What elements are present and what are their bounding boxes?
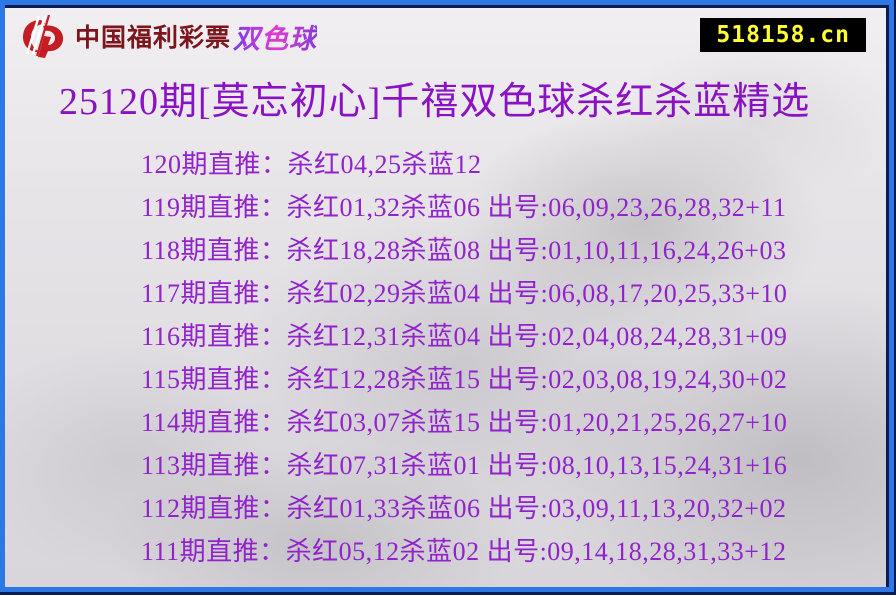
header: 中国福利彩票 双色球 518158.cn: [5, 8, 886, 64]
prediction-line: 115期直推：杀红12,28杀蓝15 出号:02,03,08,19,24,30+…: [141, 365, 788, 394]
page-content: 中国福利彩票 双色球 518158.cn 25120期[莫忘初心]千禧双色球杀红…: [5, 8, 886, 587]
prediction-line: 111期直推：杀红05,12杀蓝02 出号:09,14,18,28,31,33+…: [141, 537, 787, 566]
page-title: 25120期[莫忘初心]千禧双色球杀红杀蓝精选: [59, 81, 811, 123]
prediction-line: 120期直推：杀红04,25杀蓝12: [141, 150, 482, 179]
prediction-line: 116期直推：杀红12,31杀蓝04 出号:02,04,08,24,28,31+…: [141, 322, 788, 351]
site-url-badge: 518158.cn: [700, 18, 866, 52]
prediction-line: 114期直推：杀红03,07杀蓝15 出号:01,20,21,25,26,27+…: [141, 408, 788, 437]
prediction-line: 118期直推：杀红18,28杀蓝08 出号:01,10,11,16,24,26+…: [141, 236, 787, 265]
prediction-line: 112期直推：杀红01,33杀蓝06 出号:03,09,11,13,20,32+…: [141, 494, 787, 523]
prediction-line: 113期直推：杀红07,31杀蓝01 出号:08,10,13,15,24,31+…: [141, 451, 788, 480]
brand-text: 双色球: [233, 17, 317, 56]
prediction-list: 120期直推：杀红04,25杀蓝12 119期直推：杀红01,32杀蓝06 出号…: [141, 143, 886, 573]
logo: 中国福利彩票 双色球: [19, 14, 317, 58]
prediction-line: 117期直推：杀红02,29杀蓝04 出号:06,08,17,20,25,33+…: [141, 279, 788, 308]
logo-text: 中国福利彩票: [75, 25, 232, 52]
prediction-line: 119期直推：杀红01,32杀蓝06 出号:06,09,23,26,28,32+…: [141, 193, 787, 222]
china-welfare-lottery-cp-icon: [23, 14, 64, 58]
